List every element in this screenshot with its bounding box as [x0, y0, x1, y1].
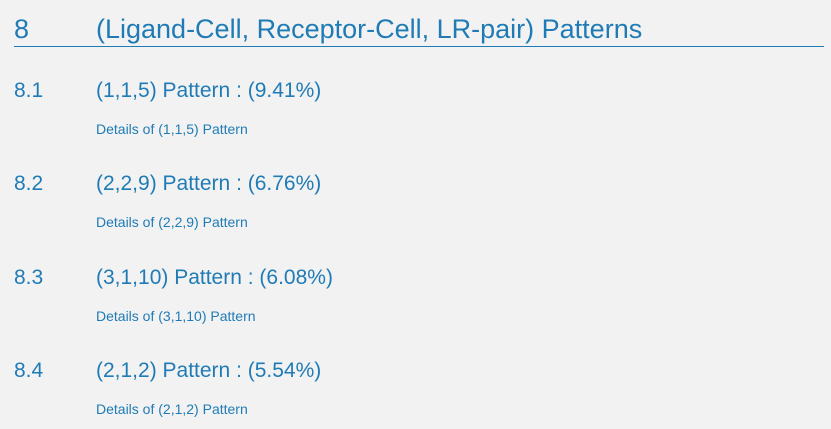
subsection-number: 8.1: [14, 79, 44, 102]
section-number: 8: [14, 14, 30, 44]
section-heading: 8 (Ligand-Cell, Receptor-Cell, LR-pair) …: [14, 8, 824, 47]
subsection-number: 8.4: [14, 359, 44, 382]
subsection-title: (2,1,2) Pattern : (5.54%): [96, 359, 322, 382]
details-link-3-1-10[interactable]: Details of (3,1,10) Pattern: [96, 308, 256, 324]
details-link-1-1-5[interactable]: Details of (1,1,5) Pattern: [96, 121, 248, 137]
subsection-title: (2,2,9) Pattern : (6.76%): [96, 172, 322, 195]
subsection-title: (1,1,5) Pattern : (9.41%): [96, 79, 322, 102]
subsection-number: 8.3: [14, 266, 44, 289]
details-link-2-2-9[interactable]: Details of (2,2,9) Pattern: [96, 214, 248, 230]
section-title: (Ligand-Cell, Receptor-Cell, LR-pair) Pa…: [96, 14, 643, 44]
details-link-2-1-2[interactable]: Details of (2,1,2) Pattern: [96, 401, 248, 417]
subsection-title: (3,1,10) Pattern : (6.08%): [96, 266, 333, 289]
subsection-number: 8.2: [14, 172, 44, 195]
